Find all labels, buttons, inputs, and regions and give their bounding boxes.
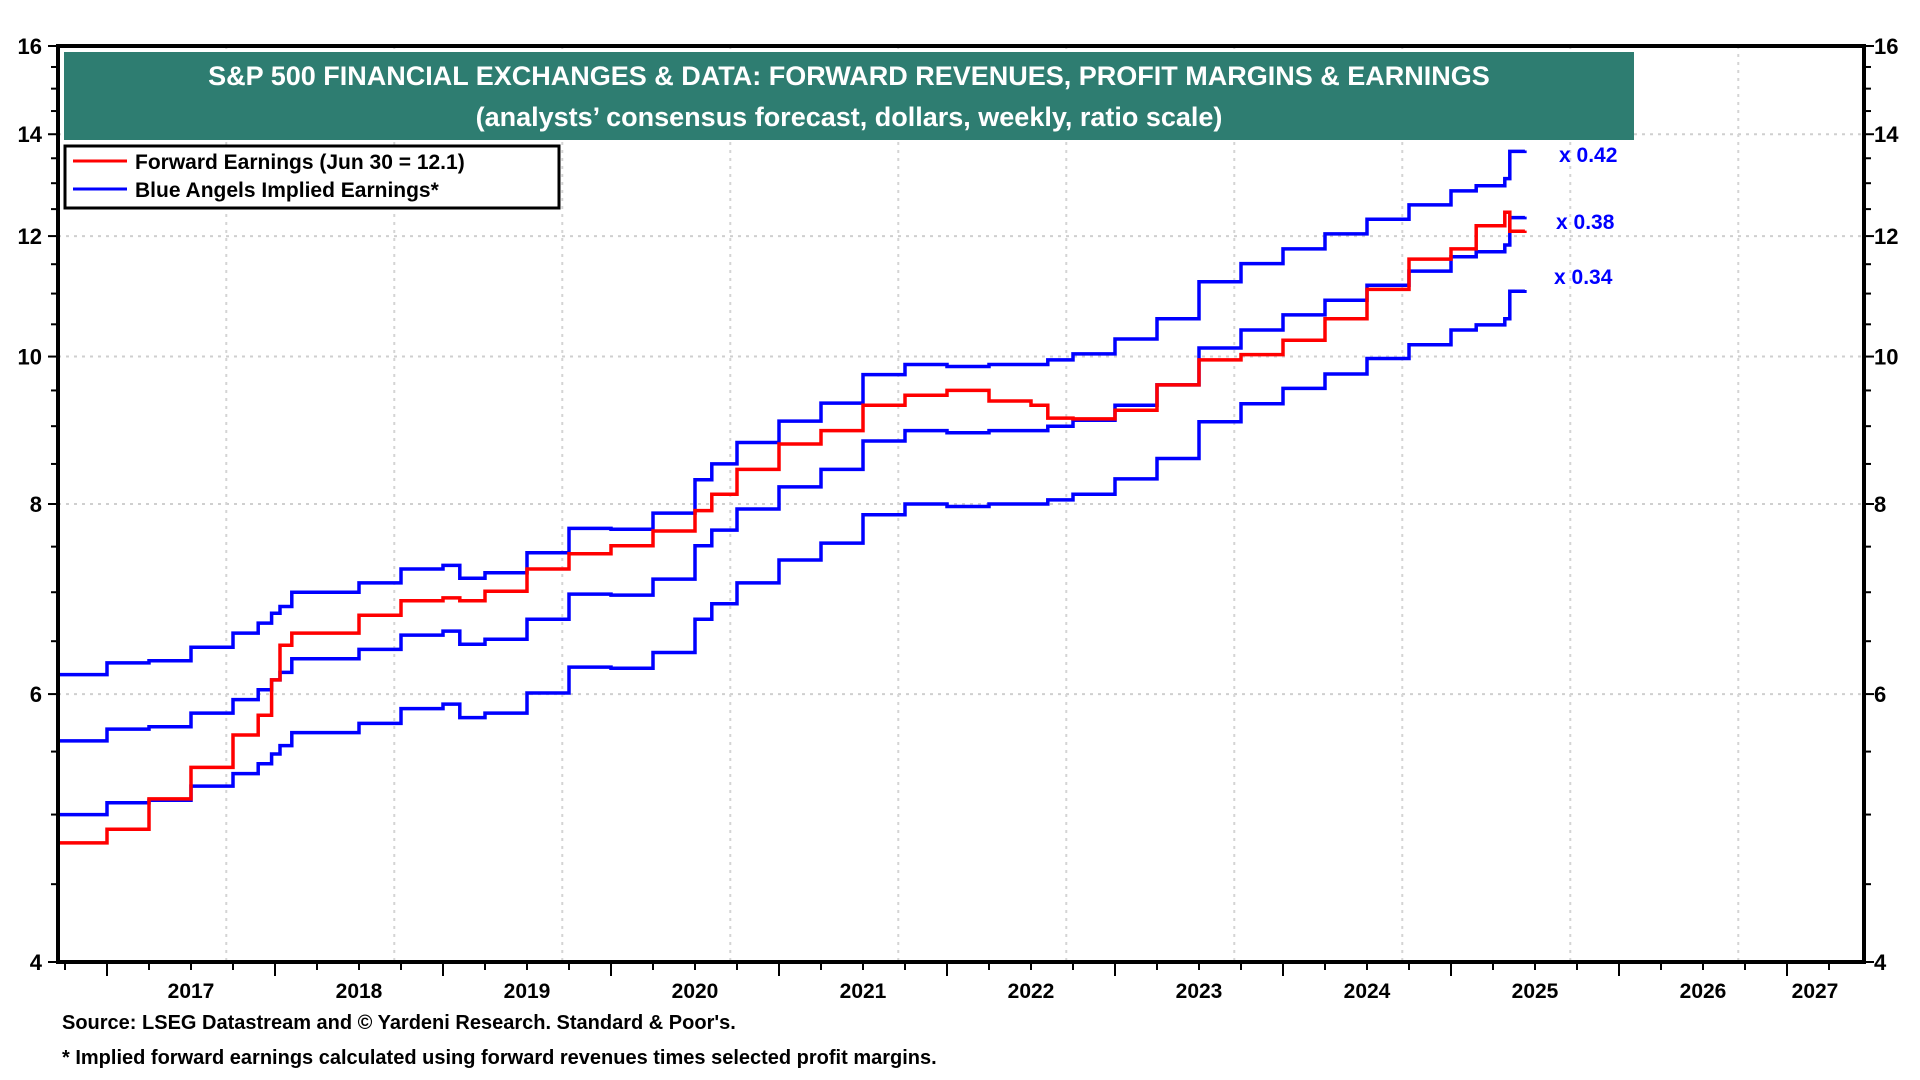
chart-subtitle: (analysts’ consensus forecast, dollars, …: [476, 102, 1223, 132]
series-line-forward-earnings: [58, 210, 1527, 845]
x-tick-label: 2027: [1792, 980, 1839, 1003]
methodology-footnote: * Implied forward earnings calculated us…: [62, 1047, 937, 1069]
legend-label-implied-earnings: Blue Angels Implied Earnings*: [135, 179, 440, 202]
y-axis-right: 4 6 8 10 12 14 16: [1864, 34, 1899, 975]
legend-label-forward-earnings: Forward Earnings (Jun 30 = 12.1): [135, 151, 465, 174]
x-tick-label: 2025: [1512, 980, 1559, 1003]
annotation-x034: x 0.34: [1554, 266, 1613, 289]
y-tick-label-right: 14: [1874, 122, 1899, 147]
y-tick-label-right: 8: [1874, 492, 1886, 517]
y-tick-label-left: 6: [30, 682, 42, 707]
title-banner: S&P 500 FINANCIAL EXCHANGES & DATA: FORW…: [64, 52, 1634, 140]
y-tick-label-right: 16: [1874, 34, 1898, 59]
x-axis: 2017 2018 2019 2020 2021 2022 2023 2024 2025 2026…: [64, 962, 1839, 1003]
x-tick-label: 2021: [840, 980, 887, 1003]
x-tick-label: 2019: [504, 980, 551, 1003]
legend-box: [63, 144, 561, 210]
x-tick-label: 2023: [1176, 980, 1223, 1003]
title-banner-bg: [64, 52, 1634, 140]
y-tick-label-right: 12: [1874, 224, 1898, 249]
source-footnote: Source: LSEG Datastream and © Yardeni Re…: [62, 1012, 736, 1034]
series-layer: [58, 149, 1527, 845]
y-tick-label-left: 14: [18, 122, 43, 147]
x-tick-label: 2017: [168, 980, 215, 1003]
y-tick-label-left: 8: [30, 492, 42, 517]
series-line-implied-x0-34: [58, 289, 1527, 817]
y-axis-left: 4 6 8 10 12 14 16: [18, 34, 58, 975]
y-tick-label-right: 6: [1874, 682, 1886, 707]
y-tick-label-left: 4: [30, 950, 43, 975]
annotation-x042: x 0.42: [1559, 144, 1617, 167]
series-line-implied-x0-42: [58, 149, 1527, 677]
x-tick-label: 2026: [1680, 980, 1727, 1003]
x-tick-label: 2018: [336, 980, 383, 1003]
x-tick-label: 2024: [1344, 980, 1391, 1003]
y-tick-label-left: 12: [18, 224, 42, 249]
y-tick-label-right: 10: [1874, 345, 1898, 370]
annotation-x038: x 0.38: [1556, 211, 1615, 234]
legend: Forward Earnings (Jun 30 = 12.1) Blue An…: [63, 144, 561, 210]
chart-title: S&P 500 FINANCIAL EXCHANGES & DATA: FORW…: [208, 61, 1490, 91]
y-tick-label-left: 16: [18, 34, 42, 59]
y-tick-label-right: 4: [1874, 950, 1887, 975]
x-tick-label: 2022: [1008, 980, 1055, 1003]
x-tick-label: 2020: [672, 980, 719, 1003]
y-tick-label-left: 10: [18, 345, 42, 370]
multiplier-annotations: x 0.42 x 0.38 x 0.34: [1554, 144, 1617, 289]
